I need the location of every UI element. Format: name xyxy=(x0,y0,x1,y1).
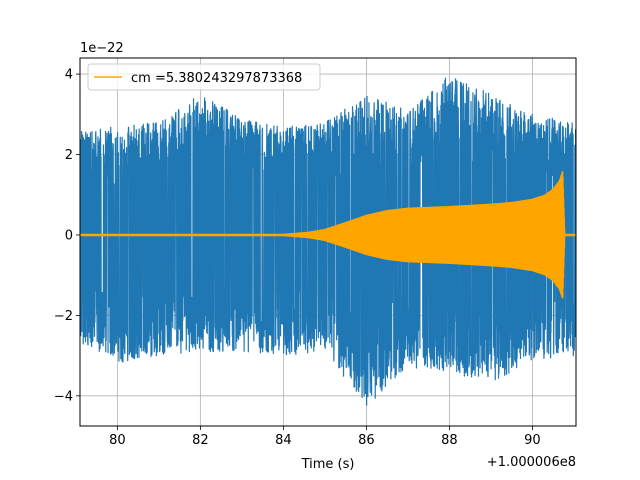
x-tick-label: 84 xyxy=(275,433,292,448)
axis-ticks: 80 82 84 86 88 90 −4 −2 0 2 4 xyxy=(54,68,541,448)
x-tick-label: 90 xyxy=(524,433,541,448)
legend: cm =5.380243297873368 xyxy=(87,63,321,91)
plot-frame xyxy=(79,57,577,427)
y-tick-label: 2 xyxy=(65,148,73,163)
legend-box xyxy=(87,63,321,91)
y-tick-label: −4 xyxy=(54,389,73,404)
x-tick-label: 86 xyxy=(358,433,375,448)
x-tick-label: 82 xyxy=(192,433,209,448)
x-tick-label: 88 xyxy=(441,433,458,448)
y-tick-label: −2 xyxy=(54,309,73,324)
chirp-series-line xyxy=(80,170,576,299)
x-offset-label: +1.000006e8 xyxy=(487,455,576,470)
y-tick-label: 0 xyxy=(65,228,73,243)
series-layer xyxy=(80,77,576,406)
y-scale-label: 1e−22 xyxy=(80,41,124,56)
x-tick-label: 80 xyxy=(109,433,126,448)
legend-entry-label: cm =5.380243297873368 xyxy=(131,71,302,86)
y-tick-label: 4 xyxy=(65,68,73,83)
x-axis-label: Time (s) xyxy=(301,457,355,472)
